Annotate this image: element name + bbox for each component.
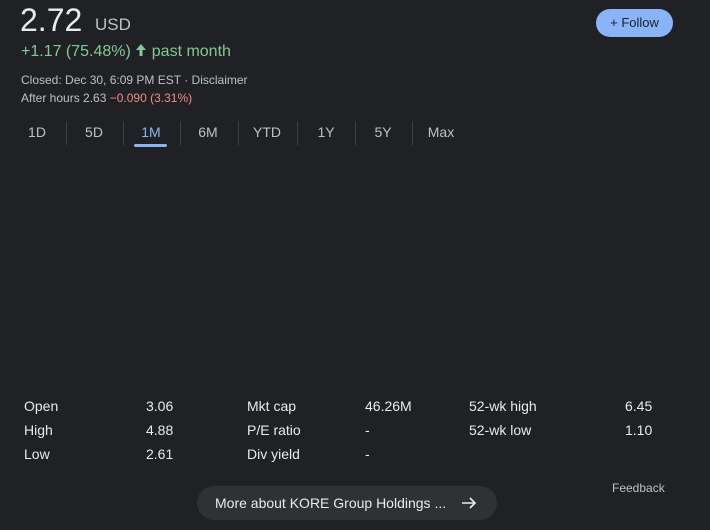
follow-label: Follow: [621, 15, 659, 30]
stat-value: 3.06: [146, 398, 174, 414]
stat-label: Low: [24, 446, 50, 462]
tab[interactable]: 5D: [85, 124, 103, 140]
tab-separator: [237, 121, 239, 145]
after-hours: After hours 2.63 −0.090 (3.31%): [21, 91, 192, 105]
more-label: More about KORE Group Holdings ...: [215, 495, 447, 511]
stat-label: High: [24, 422, 53, 438]
price: 2.72: [20, 2, 83, 38]
tab[interactable]: 6M: [198, 124, 218, 140]
follow-button[interactable]: + Follow: [596, 9, 673, 37]
stat-label: 52-wk low: [469, 422, 532, 438]
tab-indicator: [134, 144, 167, 147]
period: past month: [151, 43, 231, 60]
tab[interactable]: 5Y: [374, 124, 392, 140]
tab[interactable]: 1M: [141, 124, 161, 140]
stat-value: 6.45: [625, 398, 653, 414]
tab[interactable]: Max: [427, 124, 455, 140]
tab[interactable]: 1Y: [317, 124, 335, 140]
tab-separator: [354, 121, 356, 145]
closed-text: Closed: Dec 30, 6:09 PM EST: [21, 73, 181, 87]
stat-value: -: [365, 422, 370, 438]
after-change: −0.090 (3.31%): [109, 91, 193, 105]
stat-value: -: [365, 446, 370, 462]
stat-label: 52-wk high: [469, 398, 537, 414]
feedback[interactable]: Feedback: [612, 481, 665, 495]
tab-separator: [122, 121, 124, 145]
chart: [0, 0, 710, 380]
stat-label: Mkt cap: [247, 398, 297, 414]
tab[interactable]: YTD: [253, 124, 281, 140]
tab-separator: [179, 121, 181, 145]
tab[interactable]: 1D: [28, 124, 46, 140]
stat-value: 46.26M: [365, 398, 412, 414]
change-value: +1.17 (75.48%): [21, 43, 131, 60]
stat-value: 2.61: [146, 446, 174, 462]
arrow-icon: [462, 497, 477, 509]
stat-label: P/E ratio: [247, 422, 301, 438]
disclaimer[interactable]: Disclaimer: [191, 73, 248, 87]
stat-label: Open: [24, 398, 59, 414]
more-button[interactable]: More about KORE Group Holdings ...: [197, 486, 497, 520]
stat-value: 1.10: [625, 422, 653, 438]
tab-separator: [296, 121, 298, 145]
tab-separator: [65, 121, 67, 145]
stat-value: 4.88: [146, 422, 174, 438]
stat-label: Div yield: [247, 446, 300, 462]
after-hours-text: After hours 2.63: [21, 91, 107, 105]
closed: Closed: Dec 30, 6:09 PM EST · Disclaimer: [21, 73, 248, 87]
tab-separator: [412, 121, 413, 145]
currency: USD: [95, 15, 131, 34]
